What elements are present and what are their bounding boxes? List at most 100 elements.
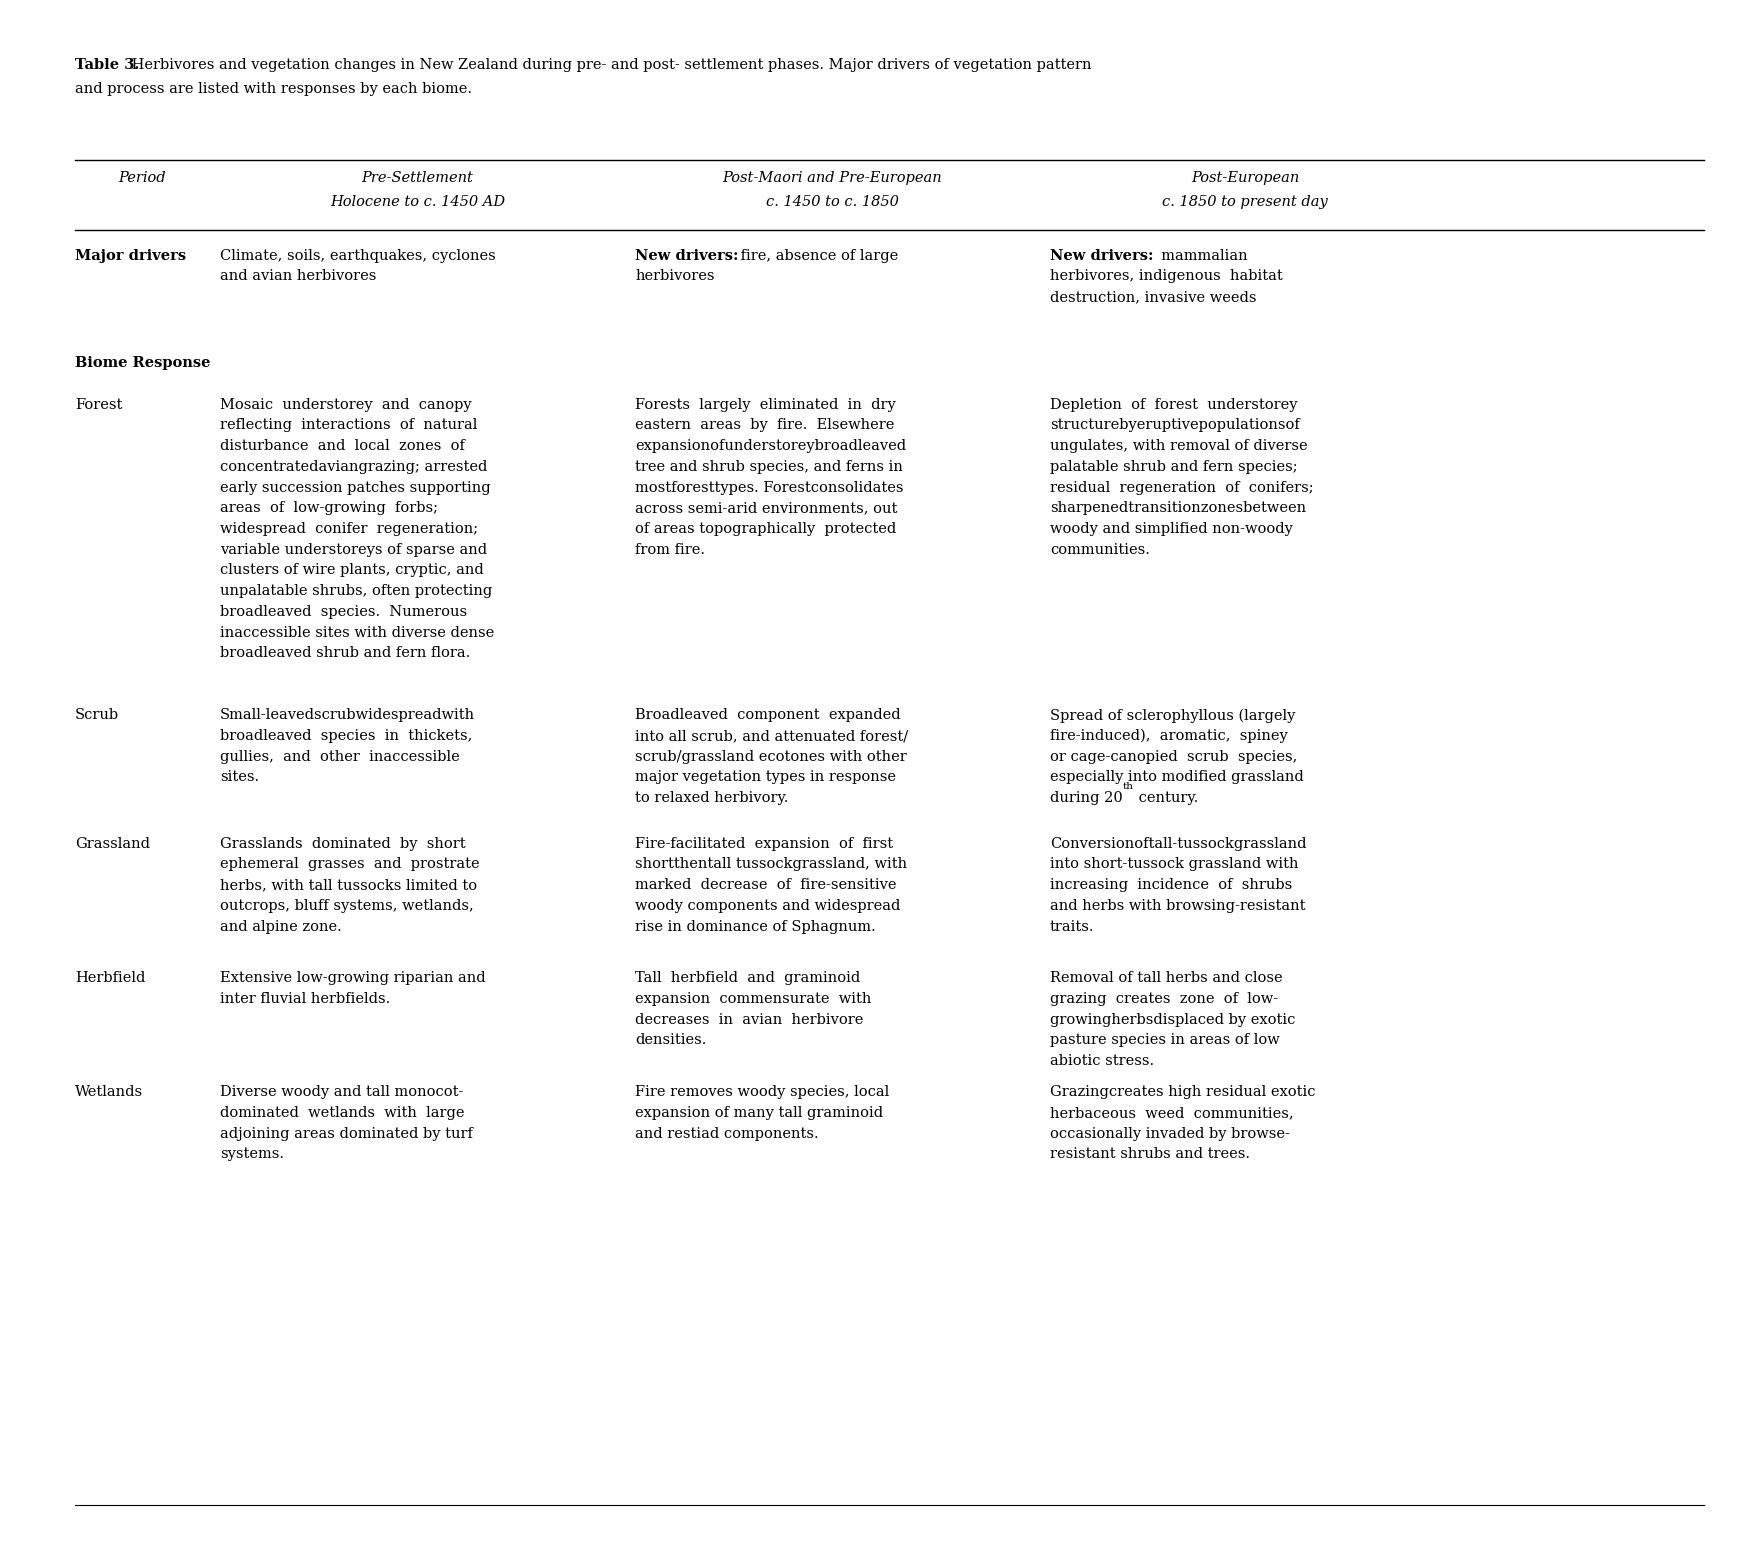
Text: Extensive low-growing riparian and: Extensive low-growing riparian and bbox=[221, 972, 485, 985]
Text: herbaceous  weed  communities,: herbaceous weed communities, bbox=[1050, 1106, 1294, 1120]
Text: abiotic stress.: abiotic stress. bbox=[1050, 1054, 1155, 1067]
Text: decreases  in  avian  herbivore: decreases in avian herbivore bbox=[635, 1013, 863, 1027]
Text: woody components and widespread: woody components and widespread bbox=[635, 899, 901, 913]
Text: Table 3.: Table 3. bbox=[75, 57, 139, 73]
Text: inaccessible sites with diverse dense: inaccessible sites with diverse dense bbox=[221, 625, 494, 639]
Text: Wetlands: Wetlands bbox=[75, 1086, 143, 1100]
Text: adjoining areas dominated by turf: adjoining areas dominated by turf bbox=[221, 1126, 473, 1140]
Text: widespread  conifer  regeneration;: widespread conifer regeneration; bbox=[221, 521, 478, 535]
Text: resistant shrubs and trees.: resistant shrubs and trees. bbox=[1050, 1148, 1250, 1162]
Text: systems.: systems. bbox=[221, 1148, 283, 1162]
Text: New drivers:: New drivers: bbox=[1050, 249, 1153, 263]
Text: herbs, with tall tussocks limited to: herbs, with tall tussocks limited to bbox=[221, 879, 476, 893]
Text: disturbance  and  local  zones  of: disturbance and local zones of bbox=[221, 439, 464, 453]
Text: Holocene to c. 1450 AD: Holocene to c. 1450 AD bbox=[330, 195, 504, 209]
Text: clusters of wire plants, cryptic, and: clusters of wire plants, cryptic, and bbox=[221, 563, 483, 577]
Text: sharpenedtransitionzonesbetween: sharpenedtransitionzonesbetween bbox=[1050, 501, 1306, 515]
Text: c. 1850 to present day: c. 1850 to present day bbox=[1162, 195, 1329, 209]
Text: expansion  commensurate  with: expansion commensurate with bbox=[635, 992, 871, 1006]
Text: Tall  herbfield  and  graminoid: Tall herbfield and graminoid bbox=[635, 972, 861, 985]
Text: from fire.: from fire. bbox=[635, 543, 704, 557]
Text: Post-European: Post-European bbox=[1191, 172, 1299, 186]
Text: pasture species in areas of low: pasture species in areas of low bbox=[1050, 1033, 1280, 1047]
Text: or cage-canopied  scrub  species,: or cage-canopied scrub species, bbox=[1050, 750, 1297, 764]
Text: concentratedaviangrazing; arrested: concentratedaviangrazing; arrested bbox=[221, 459, 487, 473]
Text: fire-induced),  aromatic,  spiney: fire-induced), aromatic, spiney bbox=[1050, 729, 1289, 744]
Text: unpalatable shrubs, often protecting: unpalatable shrubs, often protecting bbox=[221, 585, 492, 599]
Text: Removal of tall herbs and close: Removal of tall herbs and close bbox=[1050, 972, 1283, 985]
Text: eastern  areas  by  fire.  Elsewhere: eastern areas by fire. Elsewhere bbox=[635, 418, 894, 433]
Text: broadleaved  species.  Numerous: broadleaved species. Numerous bbox=[221, 605, 468, 619]
Text: c. 1450 to c. 1850: c. 1450 to c. 1850 bbox=[767, 195, 899, 209]
Text: Spread of sclerophyllous (largely: Spread of sclerophyllous (largely bbox=[1050, 709, 1296, 722]
Text: early succession patches supporting: early succession patches supporting bbox=[221, 481, 490, 495]
Text: increasing  incidence  of  shrubs: increasing incidence of shrubs bbox=[1050, 879, 1292, 893]
Text: Fire-facilitated  expansion  of  first: Fire-facilitated expansion of first bbox=[635, 837, 894, 851]
Text: Scrub: Scrub bbox=[75, 709, 120, 722]
Text: Biome Response: Biome Response bbox=[75, 356, 210, 370]
Text: expansion of many tall graminoid: expansion of many tall graminoid bbox=[635, 1106, 883, 1120]
Text: Major drivers: Major drivers bbox=[75, 249, 186, 263]
Text: gullies,  and  other  inaccessible: gullies, and other inaccessible bbox=[221, 750, 459, 764]
Text: New drivers:: New drivers: bbox=[635, 249, 739, 263]
Text: Post-Maori and Pre-European: Post-Maori and Pre-European bbox=[723, 172, 943, 186]
Text: Grazingcreates high residual exotic: Grazingcreates high residual exotic bbox=[1050, 1086, 1315, 1100]
Text: and avian herbivores: and avian herbivores bbox=[221, 269, 376, 283]
Text: herbivores: herbivores bbox=[635, 269, 715, 283]
Text: expansionofunderstoreybroadleaved: expansionofunderstoreybroadleaved bbox=[635, 439, 906, 453]
Text: rise in dominance of Sphagnum.: rise in dominance of Sphagnum. bbox=[635, 919, 876, 933]
Text: residual  regeneration  of  conifers;: residual regeneration of conifers; bbox=[1050, 481, 1313, 495]
Text: marked  decrease  of  fire-sensitive: marked decrease of fire-sensitive bbox=[635, 879, 897, 893]
Text: Diverse woody and tall monocot-: Diverse woody and tall monocot- bbox=[221, 1086, 463, 1100]
Text: fire, absence of large: fire, absence of large bbox=[737, 249, 899, 263]
Text: Climate, soils, earthquakes, cyclones: Climate, soils, earthquakes, cyclones bbox=[221, 249, 496, 263]
Text: into short-tussock grassland with: into short-tussock grassland with bbox=[1050, 857, 1299, 871]
Text: ephemeral  grasses  and  prostrate: ephemeral grasses and prostrate bbox=[221, 857, 480, 871]
Text: during 20: during 20 bbox=[1050, 791, 1123, 804]
Text: Forests  largely  eliminated  in  dry: Forests largely eliminated in dry bbox=[635, 398, 896, 412]
Text: mostforesttypes. Forestconsolidates: mostforesttypes. Forestconsolidates bbox=[635, 481, 904, 495]
Text: Small-leavedscrubwidespreadwith: Small-leavedscrubwidespreadwith bbox=[221, 709, 475, 722]
Text: areas  of  low-growing  forbs;: areas of low-growing forbs; bbox=[221, 501, 438, 515]
Text: herbivores, indigenous  habitat: herbivores, indigenous habitat bbox=[1050, 269, 1283, 283]
Text: especially into modified grassland: especially into modified grassland bbox=[1050, 770, 1304, 784]
Text: ungulates, with removal of diverse: ungulates, with removal of diverse bbox=[1050, 439, 1308, 453]
Text: Pre-Settlement: Pre-Settlement bbox=[362, 172, 473, 186]
Text: and herbs with browsing-resistant: and herbs with browsing-resistant bbox=[1050, 899, 1306, 913]
Text: occasionally invaded by browse-: occasionally invaded by browse- bbox=[1050, 1126, 1290, 1140]
Text: Mosaic  understorey  and  canopy: Mosaic understorey and canopy bbox=[221, 398, 471, 412]
Text: th: th bbox=[1123, 781, 1134, 791]
Text: Fire removes woody species, local: Fire removes woody species, local bbox=[635, 1086, 889, 1100]
Text: Forest: Forest bbox=[75, 398, 122, 412]
Text: Depletion  of  forest  understorey: Depletion of forest understorey bbox=[1050, 398, 1297, 412]
Text: and restiad components.: and restiad components. bbox=[635, 1126, 819, 1140]
Text: across semi-arid environments, out: across semi-arid environments, out bbox=[635, 501, 897, 515]
Text: densities.: densities. bbox=[635, 1033, 706, 1047]
Text: Herbivores and vegetation changes in New Zealand during pre- and post- settlemen: Herbivores and vegetation changes in New… bbox=[127, 57, 1092, 73]
Text: variable understoreys of sparse and: variable understoreys of sparse and bbox=[221, 543, 487, 557]
Text: broadleaved  species  in  thickets,: broadleaved species in thickets, bbox=[221, 729, 473, 743]
Text: inter fluvial herbfields.: inter fluvial herbfields. bbox=[221, 992, 390, 1006]
Text: grazing  creates  zone  of  low-: grazing creates zone of low- bbox=[1050, 992, 1278, 1006]
Text: and process are listed with responses by each biome.: and process are listed with responses by… bbox=[75, 82, 471, 96]
Text: communities.: communities. bbox=[1050, 543, 1149, 557]
Text: woody and simplified non-woody: woody and simplified non-woody bbox=[1050, 521, 1292, 535]
Text: destruction, invasive weeds: destruction, invasive weeds bbox=[1050, 289, 1257, 305]
Text: Herbfield: Herbfield bbox=[75, 972, 146, 985]
Text: palatable shrub and fern species;: palatable shrub and fern species; bbox=[1050, 459, 1297, 473]
Text: reflecting  interactions  of  natural: reflecting interactions of natural bbox=[221, 418, 478, 433]
Text: of areas topographically  protected: of areas topographically protected bbox=[635, 521, 896, 535]
Text: century.: century. bbox=[1134, 791, 1198, 804]
Text: Grasslands  dominated  by  short: Grasslands dominated by short bbox=[221, 837, 466, 851]
Text: outcrops, bluff systems, wetlands,: outcrops, bluff systems, wetlands, bbox=[221, 899, 473, 913]
Text: Broadleaved  component  expanded: Broadleaved component expanded bbox=[635, 709, 901, 722]
Text: Grassland: Grassland bbox=[75, 837, 150, 851]
Text: into all scrub, and attenuated forest/: into all scrub, and attenuated forest/ bbox=[635, 729, 908, 743]
Text: dominated  wetlands  with  large: dominated wetlands with large bbox=[221, 1106, 464, 1120]
Text: scrub/grassland ecotones with other: scrub/grassland ecotones with other bbox=[635, 750, 906, 764]
Text: and alpine zone.: and alpine zone. bbox=[221, 919, 343, 933]
Text: Conversionoftall-tussockgrassland: Conversionoftall-tussockgrassland bbox=[1050, 837, 1306, 851]
Text: tree and shrub species, and ferns in: tree and shrub species, and ferns in bbox=[635, 459, 903, 473]
Text: sites.: sites. bbox=[221, 770, 259, 784]
Text: to relaxed herbivory.: to relaxed herbivory. bbox=[635, 791, 788, 804]
